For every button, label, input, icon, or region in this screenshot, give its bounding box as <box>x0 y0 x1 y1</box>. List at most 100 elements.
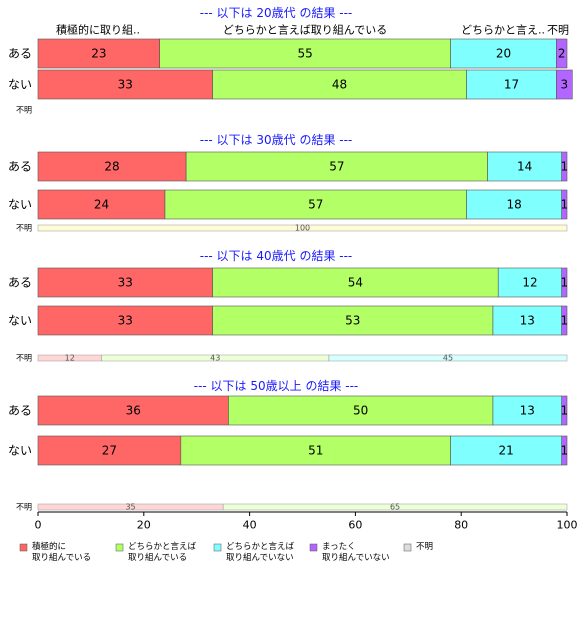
bar-value-label: 23 <box>91 47 106 61</box>
bar-value-label: 20 <box>496 47 511 61</box>
row-label: ある <box>8 276 32 290</box>
x-tick-label: 20 <box>137 519 151 532</box>
legend-swatch <box>403 543 412 552</box>
legend-swatch <box>309 543 318 552</box>
column-header-label: 積極的に取り組.. <box>56 23 140 37</box>
column-header-label: 不明 <box>547 24 569 37</box>
legend-label: 不明 <box>416 542 433 552</box>
bar-segment <box>37 189 166 220</box>
bar-value-label: 54 <box>348 276 363 290</box>
x-tick-label: 40 <box>243 519 257 532</box>
bar-value-label: 33 <box>118 276 133 290</box>
bar-segment <box>492 305 563 336</box>
bar-value-label: 1 <box>561 198 569 212</box>
bar-value-label: 33 <box>118 314 133 328</box>
legend-swatch <box>19 543 28 552</box>
bar-segment <box>466 69 557 100</box>
bar-value-label: 13 <box>520 404 535 418</box>
unknown-bar-value-label: 65 <box>390 503 400 512</box>
bar-value-label: 33 <box>118 78 133 92</box>
unknown-bar-value-label: 45 <box>443 354 453 363</box>
bar-value-label: 3 <box>561 78 569 92</box>
bar-segment <box>450 435 563 466</box>
unknown-bar-value-label: 43 <box>210 354 220 363</box>
legend-label: 積極的に取り組んでいる <box>32 541 91 563</box>
panel-title: --- 以下は 40歳代 の結果 --- <box>200 249 353 263</box>
column-header-label: どちらかと言え.. <box>461 24 545 37</box>
unknown-bar-segment <box>222 503 568 511</box>
bar-segment <box>561 267 568 298</box>
bar-segment <box>37 267 213 298</box>
bar-segment <box>37 151 187 182</box>
bar-segment <box>212 267 499 298</box>
panel-title: --- 以下は 20歳代 の結果 --- <box>200 6 353 20</box>
bar-segment <box>37 435 182 466</box>
bar-value-label: 53 <box>345 314 360 328</box>
legend-swatch <box>115 543 124 552</box>
bar-value-label: 2 <box>558 47 566 61</box>
bar-segment <box>164 189 467 220</box>
bar-value-label: 18 <box>506 198 521 212</box>
bar-value-label: 28 <box>104 160 119 174</box>
unknown-bar-segment <box>37 224 568 232</box>
bar-value-label: 24 <box>94 198 109 212</box>
x-tick-label: 80 <box>454 519 468 532</box>
bar-segment <box>37 38 160 69</box>
bar-value-label: 14 <box>517 160 532 174</box>
unknown-bar-value-label: 100 <box>295 224 310 233</box>
bar-value-label: 1 <box>561 276 569 290</box>
legend-label: どちらかと言えば取り組んでいる <box>128 541 197 563</box>
row-label: ある <box>8 160 32 174</box>
bar-segment <box>180 435 451 466</box>
bar-segment <box>561 189 568 220</box>
row-label: ない <box>8 78 32 92</box>
x-tick-label: 100 <box>557 519 578 532</box>
bar-segment <box>159 38 451 69</box>
bar-value-label: 1 <box>561 314 569 328</box>
row-label: ある <box>8 47 32 61</box>
bar-segment <box>561 305 568 336</box>
legend-label: まったく取り組んでいない <box>322 542 390 563</box>
bar-segment <box>185 151 488 182</box>
bar-value-label: 50 <box>353 404 368 418</box>
bar-value-label: 21 <box>499 444 514 458</box>
bar-value-label: 1 <box>561 160 569 174</box>
bar-segment <box>556 69 573 100</box>
bar-segment <box>450 38 557 69</box>
bar-segment <box>37 395 229 426</box>
bar-value-label: 12 <box>522 276 537 290</box>
bar-value-label: 57 <box>329 160 344 174</box>
bar-value-label: 51 <box>308 444 323 458</box>
bar-segment <box>212 305 494 336</box>
unknown-row-label: 不明 <box>16 224 32 233</box>
unknown-bar-segment <box>328 354 568 362</box>
bar-segment <box>556 38 568 69</box>
bar-value-label: 13 <box>520 314 535 328</box>
bar-value-label: 17 <box>504 78 519 92</box>
bar-segment <box>228 395 494 426</box>
bar-segment <box>561 151 568 182</box>
bar-segment <box>466 189 563 220</box>
bar-segment <box>492 395 563 426</box>
bar-value-label: 36 <box>126 404 141 418</box>
bar-segment <box>561 435 568 466</box>
bar-segment <box>212 69 467 100</box>
row-label: ない <box>8 314 32 328</box>
row-label: ある <box>8 404 32 418</box>
bar-segment <box>497 267 563 298</box>
bar-value-label: 55 <box>298 47 313 61</box>
unknown-bar-value-label: 12 <box>65 354 75 363</box>
unknown-row-label: 不明 <box>16 354 32 363</box>
row-label: ない <box>8 444 32 458</box>
x-tick-label: 0 <box>35 519 42 532</box>
row-label: ない <box>8 198 32 212</box>
column-header-label: どちらかと言えば取り組んでいる <box>223 24 387 37</box>
bar-segment <box>561 395 568 426</box>
legend-label: どちらかと言えば取り組んでいない <box>226 541 295 563</box>
x-tick-label: 60 <box>348 519 362 532</box>
unknown-row-label: 不明 <box>16 503 32 512</box>
bar-value-label: 57 <box>308 198 323 212</box>
bar-value-label: 48 <box>332 78 347 92</box>
legend-swatch <box>213 543 222 552</box>
